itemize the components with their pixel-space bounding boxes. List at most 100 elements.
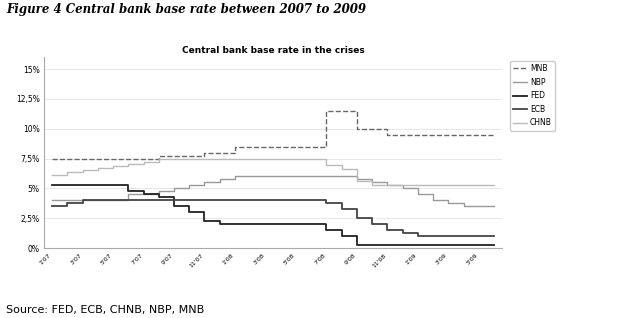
NBP bbox=[246, 175, 254, 178]
MNB bbox=[94, 157, 102, 161]
ECB bbox=[399, 231, 406, 235]
ECB bbox=[201, 198, 208, 202]
FED bbox=[444, 243, 452, 247]
FED bbox=[246, 222, 254, 226]
NBP bbox=[140, 192, 147, 196]
NBP bbox=[185, 183, 193, 187]
ECB bbox=[109, 198, 117, 202]
CHNB bbox=[124, 162, 132, 166]
NBP bbox=[277, 175, 284, 178]
CHNB bbox=[79, 168, 86, 172]
CHNB bbox=[384, 183, 391, 187]
FED bbox=[323, 228, 330, 232]
MNB bbox=[368, 127, 376, 131]
CHNB bbox=[490, 183, 498, 187]
FED bbox=[277, 222, 284, 226]
CHNB bbox=[231, 157, 239, 161]
ECB bbox=[231, 198, 239, 202]
FED bbox=[475, 243, 483, 247]
NBP bbox=[429, 198, 437, 202]
Line: ECB: ECB bbox=[52, 200, 494, 236]
NBP bbox=[384, 183, 391, 187]
FED bbox=[231, 222, 239, 226]
FED bbox=[414, 243, 422, 247]
FED bbox=[262, 222, 269, 226]
MNB bbox=[170, 154, 178, 157]
Line: NBP: NBP bbox=[52, 176, 494, 206]
MNB bbox=[277, 145, 284, 149]
CHNB bbox=[444, 183, 452, 187]
NBP bbox=[460, 204, 467, 208]
ECB bbox=[307, 198, 315, 202]
MNB bbox=[262, 145, 269, 149]
MNB bbox=[201, 151, 208, 155]
ECB bbox=[185, 198, 193, 202]
NBP bbox=[444, 201, 452, 205]
FED bbox=[292, 222, 300, 226]
MNB bbox=[140, 157, 147, 161]
FED bbox=[307, 222, 315, 226]
Line: CHNB: CHNB bbox=[52, 159, 494, 185]
ECB bbox=[414, 234, 422, 238]
CHNB bbox=[414, 183, 422, 187]
NBP bbox=[216, 177, 224, 181]
MNB bbox=[231, 145, 239, 149]
FED bbox=[490, 243, 498, 247]
CHNB bbox=[368, 183, 376, 187]
CHNB bbox=[48, 173, 56, 177]
FED bbox=[64, 183, 71, 187]
NBP bbox=[338, 175, 345, 178]
ECB bbox=[444, 234, 452, 238]
MNB bbox=[353, 127, 361, 131]
MNB bbox=[444, 133, 452, 137]
ECB bbox=[460, 234, 467, 238]
CHNB bbox=[155, 157, 163, 161]
CHNB bbox=[399, 183, 406, 187]
MNB bbox=[292, 145, 300, 149]
MNB bbox=[79, 157, 86, 161]
ECB bbox=[475, 234, 483, 238]
MNB bbox=[490, 133, 498, 137]
CHNB bbox=[460, 183, 467, 187]
MNB bbox=[384, 133, 391, 137]
ECB bbox=[140, 198, 147, 202]
CHNB bbox=[216, 157, 224, 161]
FED bbox=[48, 183, 56, 187]
FED bbox=[460, 243, 467, 247]
CHNB bbox=[323, 163, 330, 167]
NBP bbox=[231, 175, 239, 178]
CHNB bbox=[64, 170, 71, 174]
ECB bbox=[246, 198, 254, 202]
CHNB bbox=[277, 157, 284, 161]
FED bbox=[170, 204, 178, 208]
MNB bbox=[460, 133, 467, 137]
NBP bbox=[109, 198, 117, 202]
FED bbox=[368, 243, 376, 247]
MNB bbox=[124, 157, 132, 161]
ECB bbox=[216, 198, 224, 202]
CHNB bbox=[429, 183, 437, 187]
FED bbox=[124, 190, 132, 193]
FED bbox=[353, 243, 361, 247]
FED bbox=[140, 192, 147, 196]
CHNB bbox=[109, 165, 117, 169]
FED bbox=[201, 219, 208, 223]
ECB bbox=[292, 198, 300, 202]
ECB bbox=[368, 222, 376, 226]
MNB bbox=[64, 157, 71, 161]
NBP bbox=[307, 175, 315, 178]
ECB bbox=[384, 228, 391, 232]
MNB bbox=[399, 133, 406, 137]
FED bbox=[185, 211, 193, 214]
ECB bbox=[94, 198, 102, 202]
NBP bbox=[368, 181, 376, 184]
Line: MNB: MNB bbox=[52, 111, 494, 159]
NBP bbox=[414, 192, 422, 196]
NBP bbox=[170, 186, 178, 190]
FED bbox=[399, 243, 406, 247]
FED bbox=[155, 196, 163, 199]
CHNB bbox=[307, 157, 315, 161]
NBP bbox=[201, 181, 208, 184]
ECB bbox=[490, 234, 498, 238]
Text: Figure 4 Central bank base rate between 2007 to 2009: Figure 4 Central bank base rate between … bbox=[6, 3, 366, 16]
